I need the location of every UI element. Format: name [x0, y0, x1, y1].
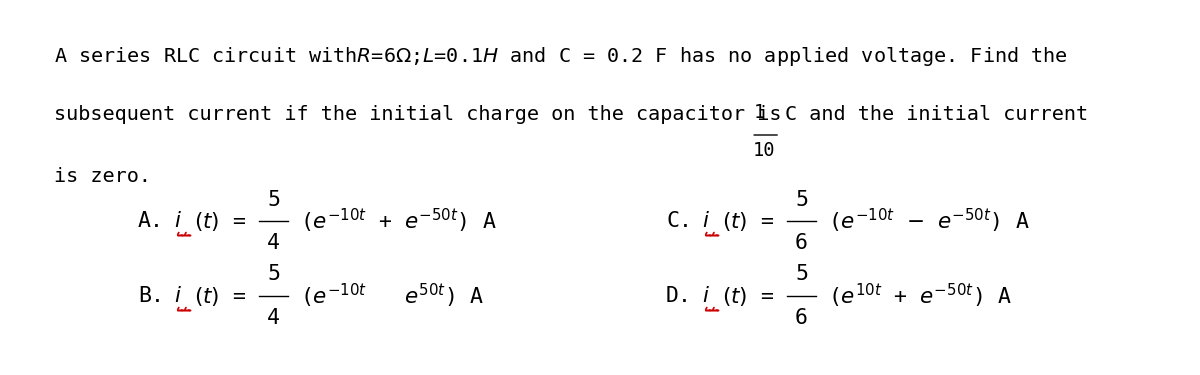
Text: 5: 5 — [268, 264, 280, 285]
Text: 5: 5 — [796, 264, 808, 285]
Text: C and the initial current: C and the initial current — [785, 105, 1088, 124]
Text: 10: 10 — [752, 141, 775, 160]
Text: is zero.: is zero. — [54, 167, 151, 186]
Text: 4: 4 — [268, 233, 280, 253]
Text: $(t)$ =: $(t)$ = — [722, 210, 774, 233]
Text: $\mathit{i}$: $\mathit{i}$ — [702, 211, 710, 231]
Text: D.: D. — [666, 286, 692, 306]
Text: 1: 1 — [754, 103, 764, 122]
Text: ($e^{-10t}$ + $e^{-50t}$) A: ($e^{-10t}$ + $e^{-50t}$) A — [300, 207, 497, 236]
Text: 4: 4 — [268, 308, 280, 328]
Text: $\mathit{i}$: $\mathit{i}$ — [174, 211, 182, 231]
Text: $\mathit{i}$: $\mathit{i}$ — [174, 286, 182, 306]
Text: 5: 5 — [796, 189, 808, 210]
Text: A.: A. — [138, 211, 164, 231]
Text: ($e^{-10t}$ $-$ $e^{-50t}$) A: ($e^{-10t}$ $-$ $e^{-50t}$) A — [828, 207, 1031, 236]
Text: $(t)$ =: $(t)$ = — [194, 285, 246, 308]
Text: $(t)$ =: $(t)$ = — [194, 210, 246, 233]
Text: 6: 6 — [796, 308, 808, 328]
Text: 5: 5 — [268, 189, 280, 210]
Text: $(t)$ =: $(t)$ = — [722, 285, 774, 308]
Text: 6: 6 — [796, 233, 808, 253]
Text: subsequent current if the initial charge on the capacitor is: subsequent current if the initial charge… — [54, 105, 781, 124]
Text: ($e^{-10t}$   $e^{50t}$) A: ($e^{-10t}$ $e^{50t}$) A — [300, 282, 485, 310]
Text: C.: C. — [666, 211, 692, 231]
Text: $\mathit{i}$: $\mathit{i}$ — [702, 286, 710, 306]
Text: ($e^{10t}$ + $e^{-50t}$) A: ($e^{10t}$ + $e^{-50t}$) A — [828, 282, 1013, 310]
Text: A series RLC circuit with$\mathit{R}$=6$\Omega$;$\mathit{L}$=0.1$\mathit{H}$ and: A series RLC circuit with$\mathit{R}$=6$… — [54, 45, 1068, 68]
Text: B.: B. — [138, 286, 164, 306]
